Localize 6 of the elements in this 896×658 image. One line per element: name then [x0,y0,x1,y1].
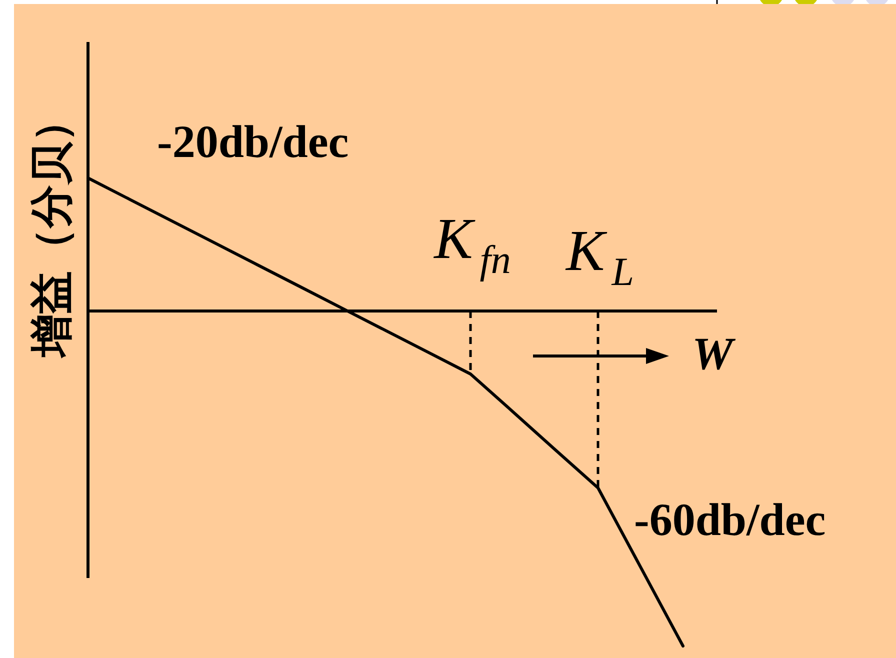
x-axis-title: W [692,328,736,379]
x-tick-label: K$_{L}$ [565,218,634,294]
x-tick-label: K$_{fn}$ [433,206,511,282]
annotation: -60db/dec [634,494,826,545]
y-axis-title: 增益（分贝） [27,99,77,359]
text: -20db/dec [157,116,349,167]
